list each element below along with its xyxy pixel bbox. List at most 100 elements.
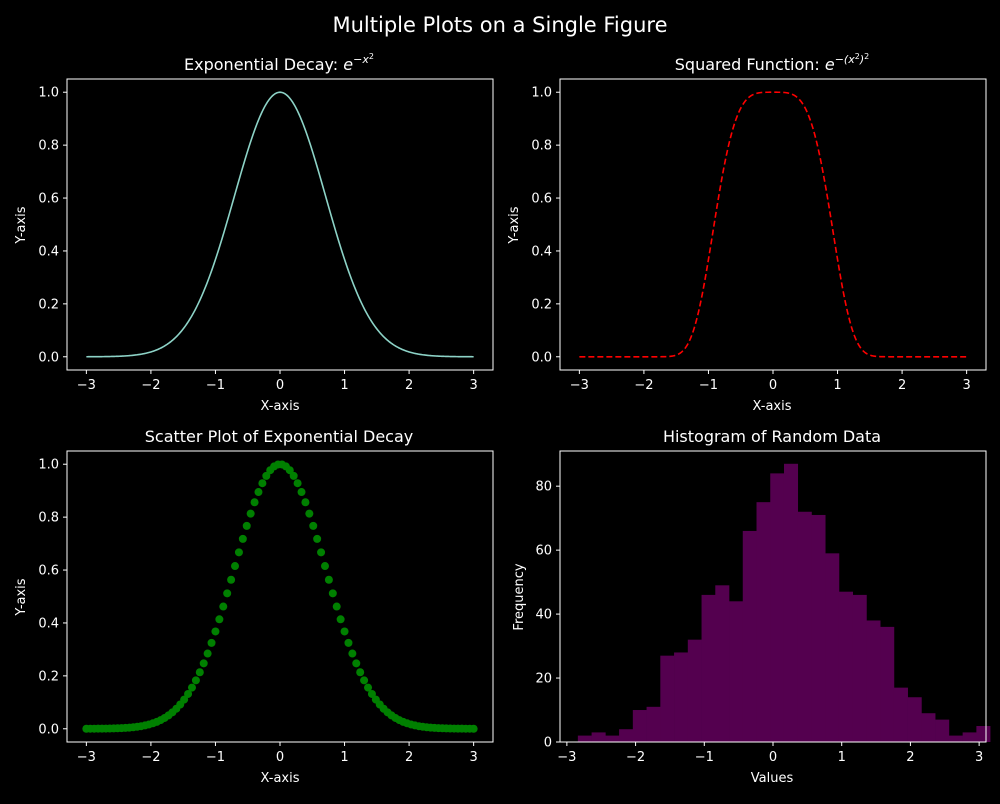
y-tick-label: 20 [535, 672, 552, 687]
y-tick-label: 0.6 [38, 564, 59, 579]
histogram-bar [729, 601, 744, 742]
histogram-bar [687, 639, 702, 742]
y-tick-label: 0.6 [531, 192, 552, 207]
x-ticks: −3 −2 −1 0 1 2 3 [77, 370, 478, 393]
scatter-point [332, 602, 341, 611]
plot-area [579, 91, 967, 358]
scatter-point [238, 534, 247, 543]
x-tick-label: −1 [695, 750, 714, 765]
y-tick-label: 0.0 [531, 350, 552, 365]
y-tick-label: 1.0 [531, 86, 552, 101]
axes-frame [66, 450, 494, 743]
panel-exponential-decay: Exponential Decay: e−x2 −3 −2 −1 0 1 2 3 0.00.… [14, 52, 494, 414]
x-tick-label: −2 [634, 378, 653, 393]
y-ticks: 0 20 40 60 80 [535, 480, 560, 751]
scatter-point [254, 488, 263, 497]
x-tick-label: −3 [570, 378, 589, 393]
scatter-point [469, 724, 478, 733]
x-tick-label: −2 [626, 750, 645, 765]
scatter-point [211, 627, 220, 636]
scatter-point [199, 659, 208, 668]
x-tick-label: −1 [699, 378, 718, 393]
scatter-point [356, 668, 365, 677]
x-tick-label: −1 [206, 750, 225, 765]
x-tick-label: 2 [906, 750, 914, 765]
histogram-bar [976, 726, 991, 742]
histogram-bar [880, 626, 895, 742]
scatter-point [262, 471, 271, 480]
x-tick-label: −2 [141, 750, 160, 765]
histogram-bar [935, 719, 950, 742]
panel-title: Squared Function: e−(x2)2 [675, 52, 869, 74]
y-tick-label: 0 [544, 736, 552, 751]
y-axis-label: Y-axis [507, 206, 522, 244]
scatter-point [364, 683, 373, 692]
histogram-bar [948, 735, 963, 742]
y-tick-label: 40 [535, 608, 552, 623]
histogram-bar [646, 706, 661, 742]
scatter-point [336, 615, 345, 624]
scatter-point [180, 695, 189, 704]
histogram-bar [893, 687, 908, 742]
plot-area [86, 91, 474, 358]
y-tick-label: 80 [535, 480, 552, 495]
x-ticks: −3 −2 −1 0 1 2 3 [570, 370, 971, 393]
y-tick-label: 0.2 [38, 669, 59, 684]
x-ticks: −3 −2 −1 0 1 2 3 [557, 742, 983, 765]
scatter-point [328, 589, 337, 598]
panel-squared-function: Squared Function: e−(x2)2 −3 −2 −1 0 1 2 3 0.0… [507, 52, 987, 414]
y-tick-label: 0.2 [38, 297, 59, 312]
y-tick-label: 0.6 [38, 192, 59, 207]
panel-histogram: Histogram of Random Data −3 −2 −1 0 1 2 3 0 20 4… [512, 427, 991, 786]
histogram-bar [591, 732, 606, 742]
histogram-bar [605, 735, 620, 742]
scatter-point [367, 689, 376, 698]
histogram-bar [742, 530, 757, 742]
scatter-point [258, 479, 267, 488]
histogram-bar [756, 502, 771, 742]
scatter-point [187, 683, 196, 692]
x-tick-label: 3 [962, 378, 970, 393]
y-tick-label: 0.4 [531, 244, 552, 259]
series-line [86, 91, 474, 358]
x-tick-label: 0 [276, 750, 284, 765]
scatter-point [301, 498, 310, 507]
axes-frame [559, 450, 987, 743]
scatter-point [246, 509, 255, 518]
x-axis-label: Values [751, 771, 794, 786]
histogram-bar [577, 735, 592, 742]
x-tick-label: −1 [206, 378, 225, 393]
histogram-bar [825, 553, 840, 742]
scatter-point [348, 649, 357, 658]
y-tick-label: 60 [535, 544, 552, 559]
histogram-bar [852, 594, 867, 742]
x-tick-label: 0 [769, 378, 777, 393]
scatter-point [203, 649, 212, 658]
y-axis-label: Y-axis [14, 578, 29, 616]
histogram-bar [632, 710, 647, 742]
panel-title: Histogram of Random Data [663, 427, 881, 446]
scatter-point [293, 479, 302, 488]
x-tick-label: 2 [898, 378, 906, 393]
scatter-point [309, 521, 318, 530]
histogram-bar [674, 652, 689, 742]
scatter-point [360, 676, 369, 685]
scatter-point [352, 659, 361, 668]
scatter-point [223, 589, 232, 598]
scatter-point [227, 575, 236, 584]
y-tick-label: 0.0 [38, 722, 59, 737]
y-tick-label: 0.4 [38, 244, 59, 259]
histogram-bar [660, 655, 675, 742]
scatter-point [231, 562, 240, 571]
scatter-point [297, 488, 306, 497]
scatter-point [340, 627, 349, 636]
scatter-point [320, 562, 329, 571]
x-tick-label: 1 [340, 378, 348, 393]
x-axis-label: X-axis [261, 399, 300, 414]
x-tick-label: −3 [77, 378, 96, 393]
histogram-bar [770, 473, 785, 742]
scatter-point [215, 615, 224, 624]
y-tick-label: 0.2 [531, 297, 552, 312]
y-tick-label: 0.8 [38, 139, 59, 154]
scatter-point [313, 534, 322, 543]
